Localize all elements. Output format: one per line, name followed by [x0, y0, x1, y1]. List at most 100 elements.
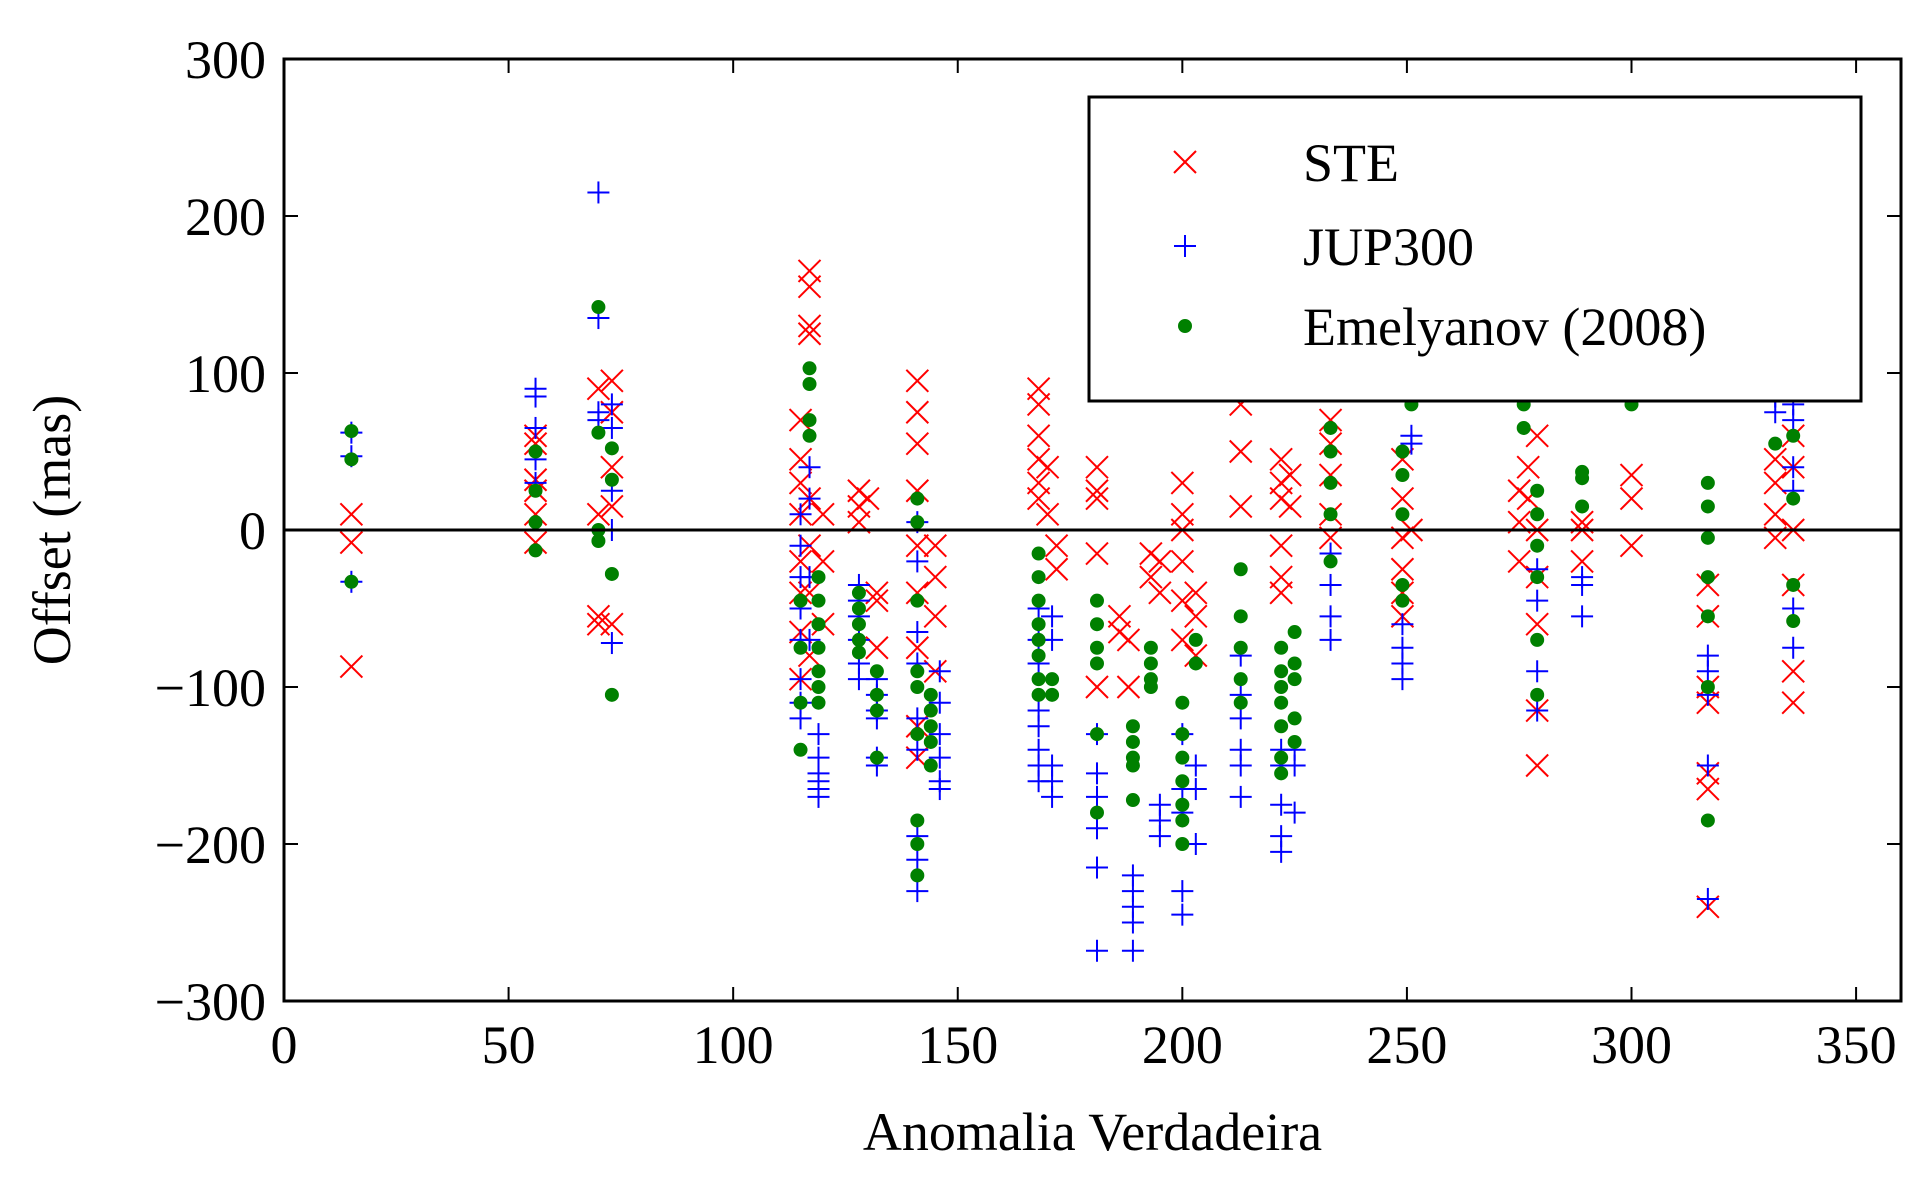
data-point-ste — [600, 494, 624, 519]
data-point-jup300 — [807, 785, 830, 808]
data-point-jup300 — [1184, 778, 1207, 801]
data-point-ste — [1148, 549, 1172, 574]
data-point-jup300 — [1121, 939, 1144, 962]
data-point-emelyanov — [1045, 672, 1060, 687]
data-point-jup300 — [906, 707, 929, 730]
data-point-emelyanov — [1031, 593, 1046, 608]
legend-symbol-emelyanov — [1178, 319, 1192, 333]
data-point-emelyanov — [869, 750, 884, 765]
data-point-emelyanov — [1233, 695, 1248, 710]
data-point-emelyanov — [910, 491, 925, 506]
data-point-emelyanov — [910, 868, 925, 883]
data-point-ste — [1390, 486, 1415, 511]
x-axis-label: Anomalia Verdadeira — [863, 1102, 1322, 1162]
data-point-emelyanov — [802, 361, 817, 376]
x-tick-label: 100 — [693, 1015, 774, 1075]
data-point-emelyanov — [1323, 420, 1338, 435]
data-point-emelyanov — [1031, 632, 1046, 647]
data-point-emelyanov — [1700, 475, 1715, 490]
data-point-emelyanov — [1530, 483, 1545, 498]
data-point-ste — [339, 502, 364, 527]
data-point-jup300 — [807, 723, 830, 746]
data-point-emelyanov — [910, 593, 925, 608]
data-point-jup300 — [906, 550, 929, 573]
data-point-jup300 — [1085, 939, 1108, 962]
data-point-emelyanov — [1175, 837, 1190, 851]
data-point-ste — [1085, 486, 1109, 511]
data-point-ste — [923, 604, 947, 629]
data-point-ste — [523, 431, 548, 456]
series-jup300 — [340, 181, 1805, 962]
data-point-emelyanov — [923, 719, 938, 734]
data-point-emelyanov — [869, 703, 884, 718]
data-point-emelyanov — [910, 664, 925, 679]
data-point-emelyanov — [793, 695, 808, 710]
data-point-emelyanov — [1700, 680, 1715, 694]
data-point-ste — [1170, 628, 1195, 652]
data-point-jup300 — [1085, 856, 1108, 879]
data-point-emelyanov — [1143, 656, 1158, 671]
data-point-ste — [586, 502, 611, 527]
data-point-emelyanov — [802, 376, 817, 391]
data-point-emelyanov — [1516, 420, 1531, 435]
data-point-ste — [1269, 533, 1293, 558]
data-point-jup300 — [1696, 887, 1719, 910]
data-point-ste — [1269, 447, 1293, 472]
data-point-jup300 — [1319, 605, 1342, 628]
data-point-jup300 — [789, 707, 812, 730]
data-point-emelyanov — [1395, 593, 1410, 608]
data-point-jup300 — [1148, 825, 1171, 848]
data-point-emelyanov — [910, 680, 925, 694]
data-point-emelyanov — [910, 515, 925, 530]
data-point-emelyanov — [1287, 711, 1302, 726]
x-tick-label: 350 — [1816, 1015, 1897, 1075]
data-point-emelyanov — [1323, 475, 1338, 490]
data-point-jup300 — [928, 778, 951, 801]
data-point-ste — [523, 502, 548, 527]
data-point-emelyanov — [1274, 766, 1289, 781]
data-point-emelyanov — [811, 695, 826, 710]
data-point-jup300 — [1229, 754, 1252, 777]
data-point-ste — [1184, 604, 1208, 629]
data-point-emelyanov — [923, 734, 938, 749]
x-tick-label: 250 — [1366, 1015, 1447, 1075]
data-point-emelyanov — [1233, 640, 1248, 655]
data-point-emelyanov — [1175, 750, 1190, 765]
data-point-emelyanov — [869, 687, 884, 702]
data-point-ste — [923, 565, 947, 589]
data-point-jup300 — [1171, 880, 1194, 903]
data-point-emelyanov — [1395, 507, 1410, 522]
data-point-jup300 — [587, 181, 610, 204]
data-point-emelyanov — [1125, 758, 1140, 773]
data-point-emelyanov — [604, 687, 619, 702]
data-point-ste — [1139, 565, 1163, 589]
data-point-jup300 — [798, 628, 821, 651]
data-point-ste — [1390, 581, 1415, 605]
data-point-ste — [923, 533, 947, 558]
data-point-ste — [788, 471, 813, 495]
data-point-jup300 — [798, 487, 821, 510]
data-point-jup300 — [789, 534, 812, 557]
data-point-emelyanov — [528, 483, 543, 498]
data-point-emelyanov — [1274, 750, 1289, 765]
x-tick-label: 300 — [1591, 1015, 1672, 1075]
data-point-emelyanov — [1175, 813, 1190, 828]
legend-label-emelyanov: Emelyanov (2008) — [1303, 297, 1706, 357]
data-point-emelyanov — [1089, 640, 1104, 655]
data-point-emelyanov — [1089, 727, 1104, 742]
data-point-emelyanov — [1530, 632, 1545, 647]
data-point-emelyanov — [811, 593, 826, 608]
data-point-emelyanov — [1287, 672, 1302, 687]
data-point-ste — [1170, 588, 1195, 613]
data-point-ste — [1026, 424, 1051, 448]
data-point-emelyanov — [1031, 687, 1046, 702]
data-point-ste — [811, 502, 835, 527]
data-point-ste — [339, 654, 364, 679]
y-tick-label: −200 — [155, 815, 266, 875]
data-point-ste — [905, 431, 930, 456]
data-point-emelyanov — [1287, 656, 1302, 671]
data-point-ste — [788, 581, 813, 605]
data-point-ste — [788, 408, 813, 432]
data-point-jup300 — [928, 691, 951, 714]
data-point-jup300 — [1696, 754, 1719, 777]
